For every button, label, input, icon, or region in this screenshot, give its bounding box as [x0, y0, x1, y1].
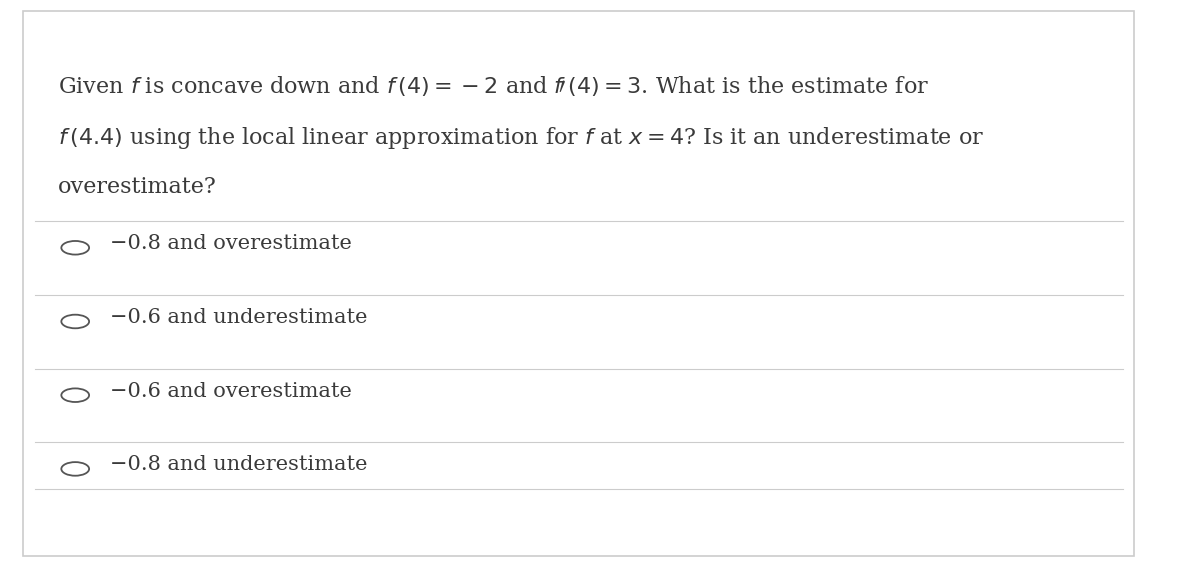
Text: −0.6 and underestimate: −0.6 and underestimate [110, 308, 367, 327]
Text: Given $f$ is concave down and $f\,(4) = -2$ and $f\!\prime\,(4) = 3$. What is th: Given $f$ is concave down and $f\,(4) = … [58, 74, 929, 98]
Text: overestimate?: overestimate? [58, 176, 217, 198]
FancyBboxPatch shape [23, 11, 1134, 556]
Text: −0.8 and underestimate: −0.8 and underestimate [110, 455, 367, 475]
Text: $f\,(4.4)$ using the local linear approximation for $f$ at $x = 4$? Is it an und: $f\,(4.4)$ using the local linear approx… [58, 125, 984, 151]
Text: −0.8 and overestimate: −0.8 and overestimate [110, 234, 352, 253]
Text: −0.6 and overestimate: −0.6 and overestimate [110, 382, 352, 401]
